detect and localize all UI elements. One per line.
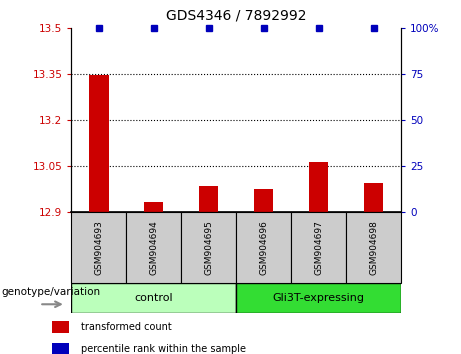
Bar <box>71 283 236 313</box>
Text: GSM904698: GSM904698 <box>369 220 378 275</box>
Bar <box>52 343 69 354</box>
Bar <box>71 212 126 283</box>
Bar <box>144 202 164 212</box>
Text: control: control <box>135 293 173 303</box>
Bar <box>126 212 181 283</box>
Text: GSM904695: GSM904695 <box>204 220 213 275</box>
Bar <box>181 212 236 283</box>
Bar <box>291 212 346 283</box>
Text: transformed count: transformed count <box>81 321 171 332</box>
Text: GSM904694: GSM904694 <box>149 221 159 275</box>
Text: Gli3T-expressing: Gli3T-expressing <box>272 293 365 303</box>
Bar <box>236 283 401 313</box>
Text: GSM904696: GSM904696 <box>259 220 268 275</box>
Bar <box>309 162 328 212</box>
Bar <box>199 186 219 212</box>
Bar <box>89 75 108 212</box>
Bar <box>52 321 69 332</box>
Text: percentile rank within the sample: percentile rank within the sample <box>81 344 246 354</box>
Bar <box>254 189 273 212</box>
Bar <box>364 183 383 212</box>
Text: GSM904693: GSM904693 <box>95 220 103 275</box>
Text: GSM904697: GSM904697 <box>314 220 323 275</box>
Bar <box>236 212 291 283</box>
Text: genotype/variation: genotype/variation <box>1 287 100 297</box>
Title: GDS4346 / 7892992: GDS4346 / 7892992 <box>166 9 307 23</box>
Bar <box>346 212 401 283</box>
